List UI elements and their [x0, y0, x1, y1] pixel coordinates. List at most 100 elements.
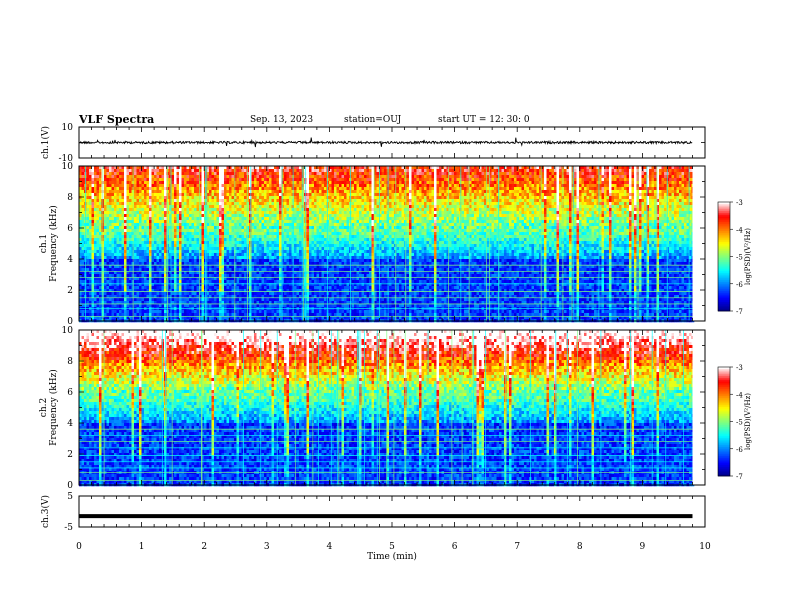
ch1-spec-cell — [127, 310, 130, 313]
ch1-spec-cell — [239, 259, 242, 262]
ch1-spec-cell — [244, 178, 247, 181]
ch1-spec-cell — [172, 238, 175, 241]
ch1-spec-cell — [87, 298, 90, 301]
ch1-spec-cell — [122, 274, 125, 277]
ch1-spec-cell — [144, 205, 147, 208]
ch1-spec-cell — [184, 310, 187, 313]
ch1-spec-cell — [197, 169, 200, 172]
ch1-spec-cell — [212, 187, 215, 190]
ch1-spec-cell — [179, 181, 182, 184]
ch1-spec-cell — [99, 310, 102, 313]
ch1-spec-cell — [164, 259, 167, 262]
ch1-spec-cell — [222, 214, 225, 217]
ch1-spec-cell — [117, 280, 120, 283]
ch1-spec-cell — [227, 208, 230, 211]
ch1-spec-cell — [189, 199, 192, 202]
ch1-spec-cell — [177, 253, 180, 256]
ch1-spec-cell — [214, 250, 217, 253]
ch1-spec-cell — [129, 175, 132, 178]
ch1-spec-cell — [209, 256, 212, 259]
ch1-spec-cell — [164, 310, 167, 313]
ch1-spec-cell — [117, 256, 120, 259]
ch1-spec-cell — [142, 250, 145, 253]
ch1-spec-cell — [112, 169, 115, 172]
ch1-spec-cell — [209, 304, 212, 307]
ch1-spec-cell — [104, 193, 107, 196]
ch1-spec-cell — [159, 247, 162, 250]
ch1-spec-cell — [222, 178, 225, 181]
ch1-spec-cell — [127, 247, 130, 250]
ch1-spec-cell — [87, 220, 90, 223]
ch1-spec-cell — [157, 244, 160, 247]
ch1-spec-cell — [197, 259, 200, 262]
ch1-spec-cell — [137, 253, 140, 256]
ch1-spec-cell — [197, 229, 200, 232]
ch1-spec-cell — [252, 178, 255, 181]
ch1-spec-cell — [99, 304, 102, 307]
ch1-spec-cell — [182, 217, 185, 220]
ch1-spec-cell — [97, 259, 100, 262]
ch1-spec-cell — [92, 313, 95, 316]
ch1-spec-cell — [254, 175, 257, 178]
ch1-spec-cell — [194, 202, 197, 205]
ch1-spec-cell — [229, 217, 232, 220]
ch1-spec-cell — [172, 193, 175, 196]
ch1-spec-cell — [139, 175, 142, 178]
ch1-spec-cell — [154, 304, 157, 307]
ch1-spec-cell — [242, 211, 245, 214]
ch1-spec-cell — [232, 253, 235, 256]
ch1-spec-cell — [197, 184, 200, 187]
ch1-spec-cell — [117, 253, 120, 256]
ch1-spec-cell — [237, 229, 240, 232]
ch1-spec-cell — [177, 247, 180, 250]
ch1-spec-cell — [134, 181, 137, 184]
ch1-spec-cell — [82, 220, 85, 223]
ch1-spec-cell — [242, 232, 245, 235]
ch1-spec-cell — [162, 196, 165, 199]
ch1-spec-cell — [212, 313, 215, 316]
ch1-spec-cell — [239, 208, 242, 211]
ch1-spec-cell — [149, 253, 152, 256]
ch1-spec-cell — [99, 196, 102, 199]
ch1-spec-cell — [194, 184, 197, 187]
ch1-spec-cell — [224, 217, 227, 220]
ch1-spec-cell — [104, 169, 107, 172]
ch1-spec-cell — [89, 196, 92, 199]
ch1-spec-cell — [264, 232, 267, 235]
ch1-spec-cell — [104, 181, 107, 184]
ch1-spec-cell — [194, 172, 197, 175]
ch1-spec-cell — [112, 181, 115, 184]
ch1-spec-cell — [127, 280, 130, 283]
ch1-spec-cell — [87, 268, 90, 271]
ch1-spec-cell — [92, 253, 95, 256]
ch1-spec-cell — [97, 274, 100, 277]
ch1-spec-cell — [154, 220, 157, 223]
ch1-spec-cell — [214, 211, 217, 214]
ch1-spec-cell — [219, 214, 222, 217]
ch1-spec-cell — [224, 178, 227, 181]
ch1-spec-cell — [197, 172, 200, 175]
ch1-spec-cell — [109, 172, 112, 175]
ch1-spec-cell — [209, 193, 212, 196]
ch1-spec-cell — [127, 292, 130, 295]
ch1-spec-cell — [239, 280, 242, 283]
ch1-spec-cell — [94, 292, 97, 295]
ch1-spec-cell — [184, 280, 187, 283]
ch1-spec-cell — [162, 292, 165, 295]
ch1-spec-cell — [107, 304, 110, 307]
ch1-spec-cell — [262, 298, 265, 301]
ch1-spec-cell — [239, 274, 242, 277]
ch1-spec-cell — [119, 253, 122, 256]
ch1-spec-cell — [134, 256, 137, 259]
ch1-spec-cell — [237, 244, 240, 247]
ch1-spec-cell — [224, 298, 227, 301]
ch1-spec-cell — [129, 292, 132, 295]
ch1-spec-cell — [157, 193, 160, 196]
ch1-spec-cell — [189, 298, 192, 301]
ch1-spec-cell — [142, 211, 145, 214]
ch1-spec-cell — [152, 310, 155, 313]
ch1-spec-cell — [82, 232, 85, 235]
ch1-spec-cell — [112, 274, 115, 277]
ch1-spec-cell — [229, 193, 232, 196]
ch1-spec-cell — [192, 310, 195, 313]
